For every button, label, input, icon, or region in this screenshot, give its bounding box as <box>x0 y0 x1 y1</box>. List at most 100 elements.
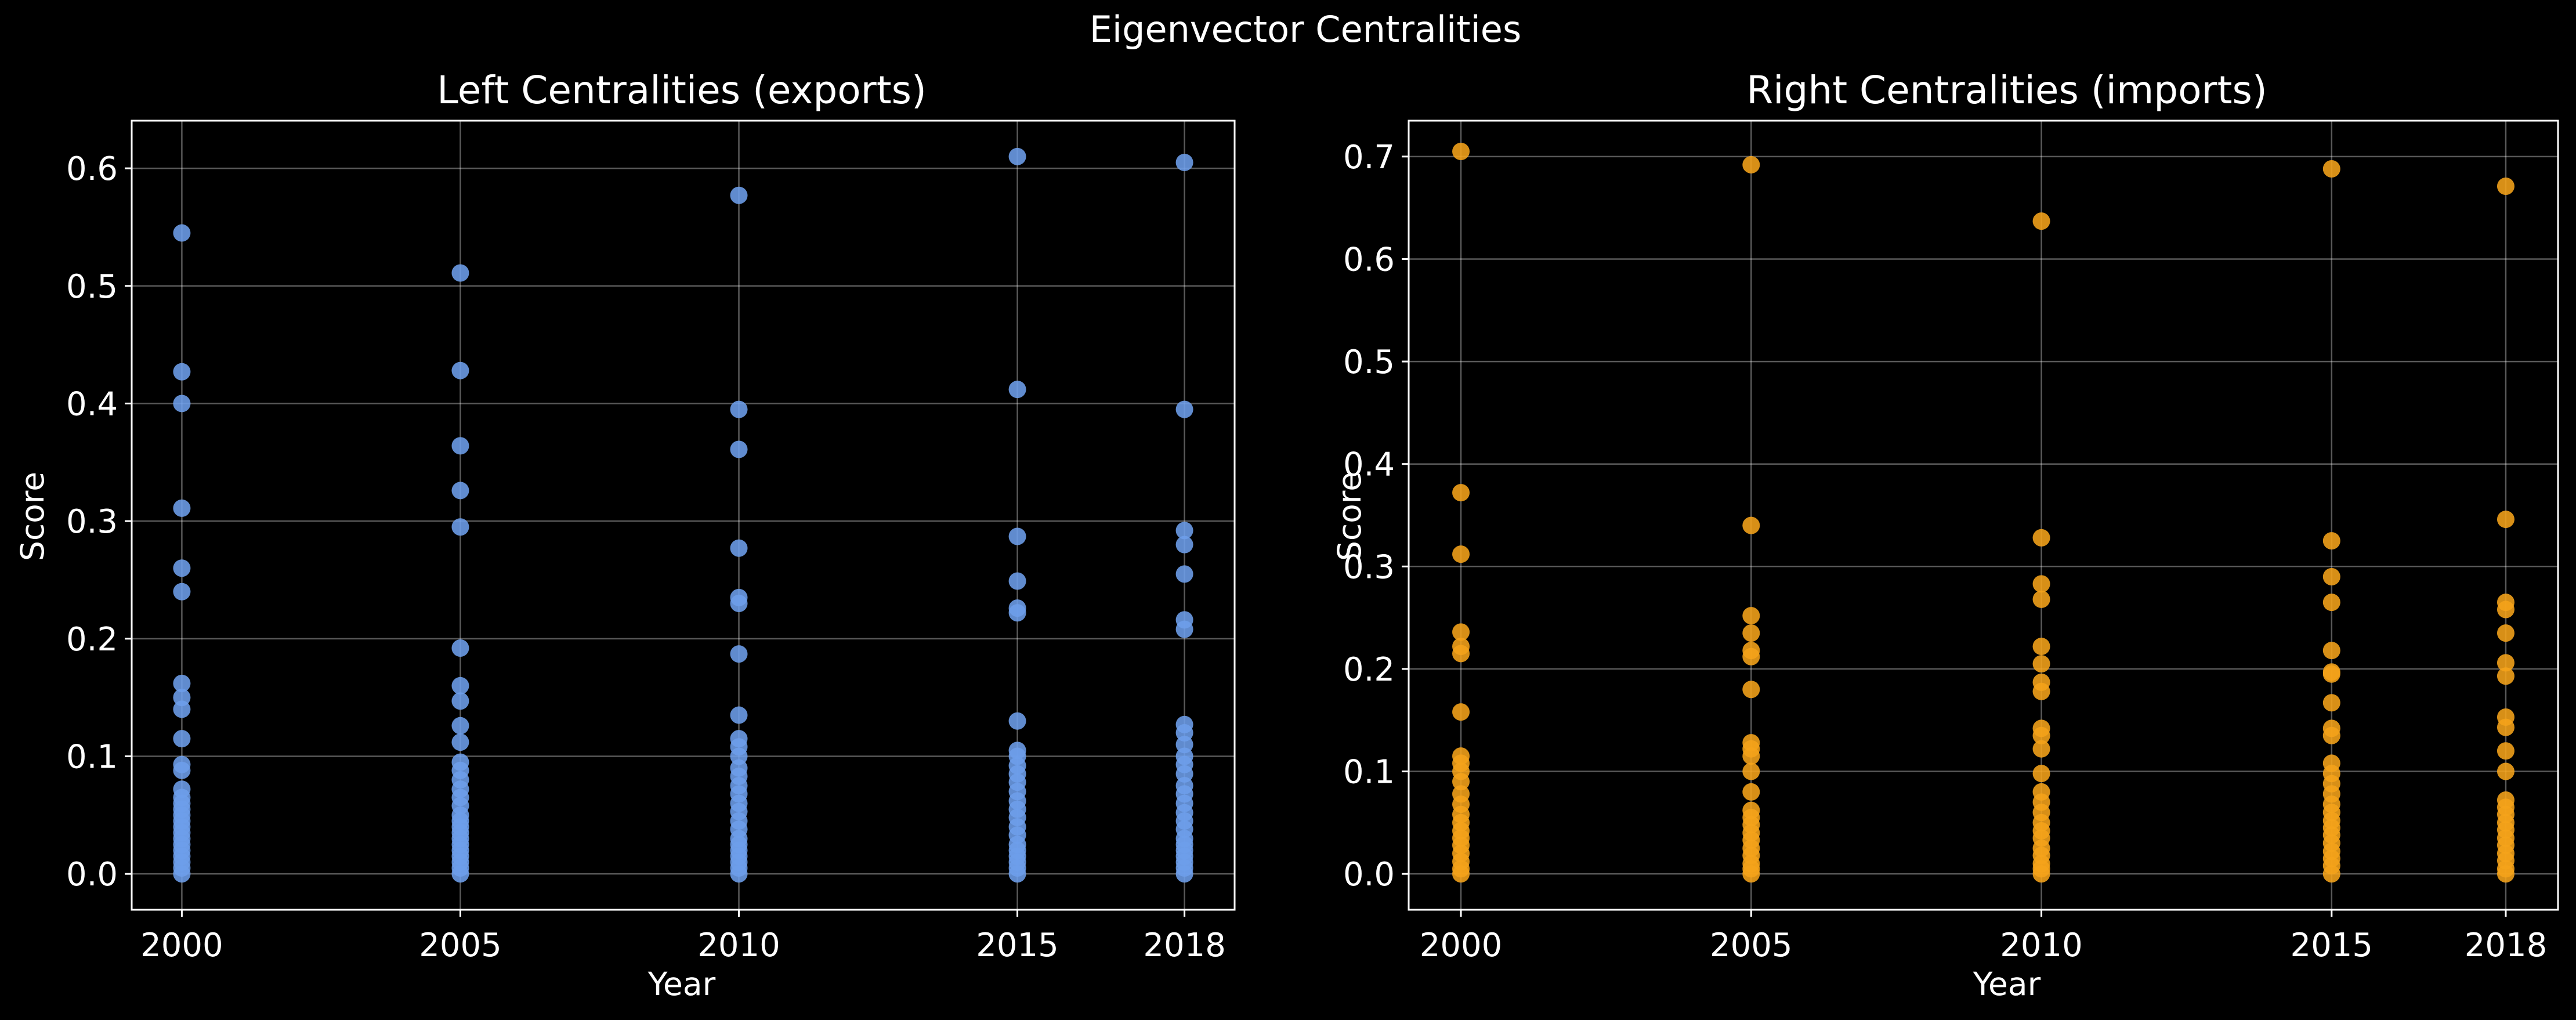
left-chart-point <box>730 539 748 557</box>
right-chart-point <box>2322 694 2340 712</box>
right-chart-xtick-label: 2018 <box>2465 927 2548 964</box>
right-chart-point <box>1742 607 1760 625</box>
right-chart-point <box>1742 762 1760 780</box>
right-chart-point <box>1452 545 1470 563</box>
right-chart-point <box>2497 511 2515 529</box>
left-chart-point <box>451 361 469 379</box>
left-chart-ytick-label: 0.3 <box>66 503 118 541</box>
left-chart-ylabel: Score <box>14 472 51 561</box>
left-chart-point <box>1008 147 1026 165</box>
left-chart-point <box>451 437 469 455</box>
left-chart-point <box>451 264 469 282</box>
right-chart-point <box>2032 655 2050 673</box>
right-chart-point <box>1742 155 1760 173</box>
left-chart-point <box>173 583 191 601</box>
right-chart-point <box>1742 516 1760 534</box>
right-chart-point <box>2032 765 2050 783</box>
left-chart-point <box>173 865 191 883</box>
right-chart-ytick-label: 0.7 <box>1343 139 1395 176</box>
left-chart-xtick-label: 2005 <box>419 927 502 964</box>
left-chart-point <box>1008 527 1026 545</box>
left-chart-xtick-label: 2015 <box>976 927 1059 964</box>
right-chart-point <box>1452 865 1470 883</box>
right-chart-ytick-label: 0.2 <box>1343 651 1395 689</box>
right-chart-ytick-label: 0.3 <box>1343 548 1395 586</box>
left-chart-point <box>451 733 469 751</box>
right-chart-xlabel: Year <box>1973 965 2041 1003</box>
right-chart-point <box>1452 645 1470 663</box>
right-chart-point <box>1742 648 1760 665</box>
left-chart-point <box>173 224 191 242</box>
right-chart-xtick-label: 2015 <box>2291 927 2374 964</box>
left-chart-point <box>173 499 191 517</box>
right-chart-point <box>2322 594 2340 612</box>
right-chart-point <box>2497 624 2515 642</box>
right-chart-point <box>2032 575 2050 593</box>
right-chart-point <box>2322 865 2340 883</box>
left-chart-ytick-label: 0.1 <box>66 738 118 776</box>
left-chart-point <box>730 865 748 883</box>
left-chart-ytick-label: 0.2 <box>66 621 118 659</box>
right-chart-point <box>1742 624 1760 642</box>
right-chart-point <box>2032 865 2050 883</box>
right-chart-point <box>2322 642 2340 660</box>
left-chart-xlabel: Year <box>647 965 716 1003</box>
right-chart-ytick-label: 0.5 <box>1343 343 1395 381</box>
left-chart-ticks: 2000 2005 2010 2015 2018 0.0 0.1 0.2 0.3 0.4 0.5 0.… <box>66 150 1226 964</box>
left-chart-title: Left Centralities (exports) <box>437 68 927 113</box>
left-chart-ytick-label: 0.5 <box>66 268 118 306</box>
right-chart-xtick-label: 2000 <box>1420 927 1503 964</box>
left-chart: Left Centralities (exports) Year Score 2… <box>14 68 1236 1003</box>
right-chart-point <box>1452 484 1470 502</box>
left-chart-point <box>451 677 469 695</box>
left-chart-point <box>1175 153 1193 171</box>
right-chart-ytick-label: 0.6 <box>1343 241 1395 278</box>
figure-suptitle: Eigenvector Centralities <box>1090 8 1522 50</box>
right-chart-point <box>1452 623 1470 641</box>
right-chart-point <box>2497 762 2515 780</box>
left-chart-point <box>173 559 191 577</box>
right-chart-points <box>1452 142 2515 883</box>
right-chart-point <box>2497 718 2515 736</box>
left-chart-ytick-label: 0.4 <box>66 385 118 423</box>
right-chart-ytick-label: 0.1 <box>1343 754 1395 791</box>
left-chart-point <box>1175 620 1193 638</box>
left-chart-point <box>1175 522 1193 540</box>
right-chart-point <box>2322 532 2340 550</box>
left-chart-point <box>730 186 748 204</box>
right-chart-point <box>2322 665 2340 683</box>
right-chart-title: Right Centralities (imports) <box>1746 68 2267 113</box>
right-chart-ticks: 2000 2005 2010 2015 2018 0.0 0.1 0.2 0.3 0.4 0.5 0.… <box>1343 139 2547 964</box>
right-chart-axes-frame <box>1408 120 2559 911</box>
right-chart-xtick-label: 2010 <box>2000 927 2083 964</box>
right-chart-point <box>2032 212 2050 230</box>
left-chart-point <box>451 717 469 735</box>
right-chart-xtick-label: 2005 <box>1710 927 1793 964</box>
left-chart-point <box>730 645 748 663</box>
right-chart-point <box>2032 529 2050 547</box>
left-chart-point <box>173 674 191 692</box>
right-chart-point <box>2497 654 2515 672</box>
left-chart-point <box>730 400 748 418</box>
left-chart-point <box>730 595 748 613</box>
right-chart-point <box>1452 142 1470 160</box>
right-chart-point <box>2322 567 2340 585</box>
left-chart-point <box>451 865 469 883</box>
right-chart-point <box>2032 590 2050 608</box>
left-chart-point <box>1008 572 1026 590</box>
left-chart-point <box>173 363 191 381</box>
right-chart-ytick-label: 0.0 <box>1343 856 1395 894</box>
left-chart-point <box>1008 381 1026 399</box>
right-chart-ylabel: Score <box>1331 472 1368 561</box>
right-chart-point <box>1742 747 1760 765</box>
right-chart-point <box>2497 601 2515 618</box>
left-chart-point <box>1008 712 1026 730</box>
left-chart-point <box>1175 400 1193 418</box>
left-chart-point <box>1175 865 1193 883</box>
right-chart-point <box>1452 703 1470 721</box>
right-chart-point <box>1742 783 1760 801</box>
left-chart-point <box>173 700 191 718</box>
right-chart-point <box>2497 742 2515 760</box>
